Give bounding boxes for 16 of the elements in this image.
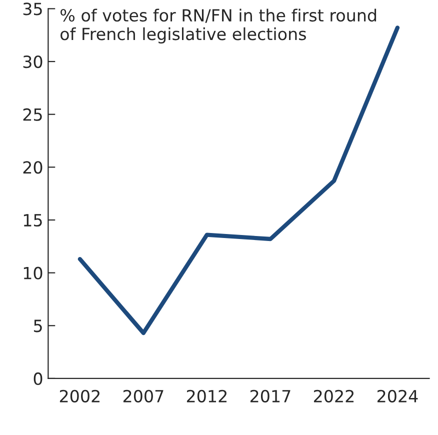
x-tick-label: 2024 — [378, 390, 418, 402]
y-tick-label: 20 — [23, 161, 42, 174]
y-tick-label: 15 — [24, 214, 42, 227]
x-tick-label: 2017 — [250, 390, 290, 402]
line-series — [78, 26, 400, 336]
x-tick-label: 2022 — [314, 390, 354, 402]
y-tick-label: 0 — [34, 372, 42, 386]
x-tick-label: 2002 — [60, 390, 100, 402]
x-tick-label: 2012 — [186, 390, 226, 402]
y-tick-label: 25 — [23, 108, 42, 121]
y-tick-label: 30 — [23, 55, 42, 68]
y-tick-label: 5 — [34, 320, 42, 332]
y-tick-label: 35 — [23, 2, 42, 16]
x-tick-label: 2007 — [123, 390, 164, 402]
text: % of votes for RN/FN in the first round of French legislative elections — [60, 8, 376, 44]
y-tick-label: 10 — [24, 266, 42, 280]
